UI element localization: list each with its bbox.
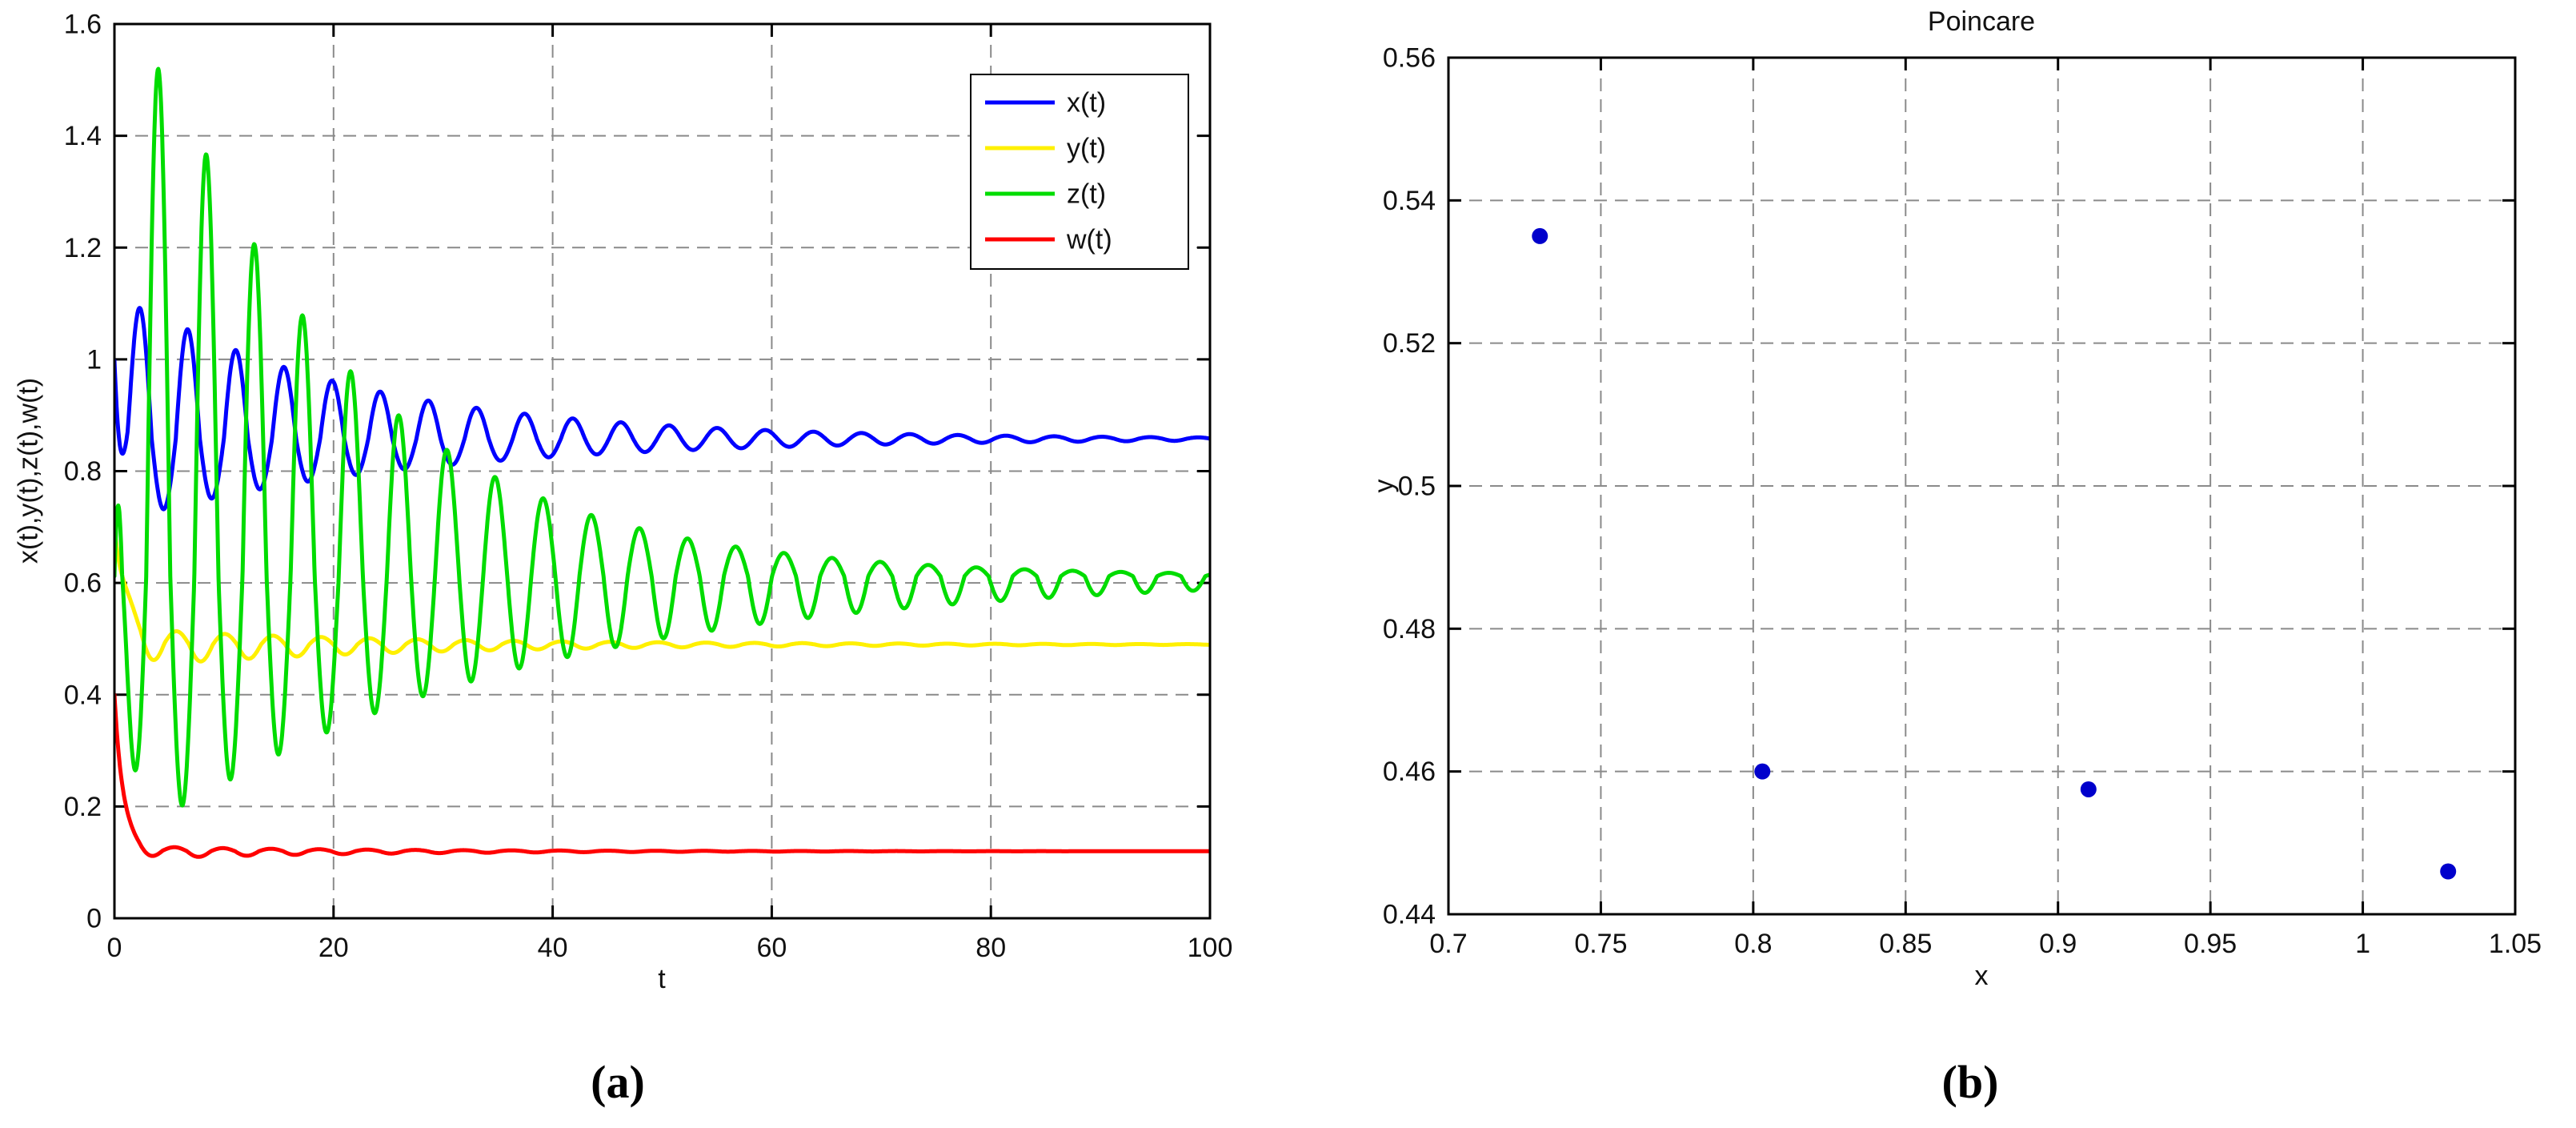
caption-b: (b) xyxy=(1941,1056,1999,1108)
plot-border xyxy=(113,22,1212,920)
series-line-xt xyxy=(114,306,1210,512)
y-tick-label: 0.5 xyxy=(1398,472,1436,502)
caption-a: (a) xyxy=(591,1056,645,1108)
y-tick-label: 0.44 xyxy=(1383,900,1436,930)
series-group xyxy=(114,66,1210,859)
ylabel-panel-b: y xyxy=(1368,479,1400,493)
scatter-point xyxy=(2440,863,2457,880)
series-line-wt xyxy=(114,692,1210,859)
legend-box xyxy=(970,74,1189,270)
x-tick-label: 0.9 xyxy=(2039,929,2077,959)
y-tick-label: 0.54 xyxy=(1383,186,1436,216)
y-tick-label: 0.52 xyxy=(1383,328,1436,359)
x-tick-label: 60 xyxy=(756,933,787,963)
x-tick-label: 1.05 xyxy=(2489,929,2542,959)
legend-entry-label: y(t) xyxy=(1067,134,1106,164)
xlabel-panel-b: x xyxy=(1974,961,1989,991)
legend-entry-label: w(t) xyxy=(1066,225,1112,255)
title-panel-b: Poincare xyxy=(1927,6,2036,37)
scatter-point xyxy=(1754,763,1771,780)
y-tick-label: 0.2 xyxy=(64,792,102,822)
y-tick-label: 0 xyxy=(86,904,102,934)
x-tick-label: 20 xyxy=(318,933,349,963)
x-tick-label: 0.95 xyxy=(2184,929,2237,959)
y-tick-label: 1.4 xyxy=(64,121,102,151)
y-tick-label: 0.8 xyxy=(64,456,102,487)
x-tick-label: 0.75 xyxy=(1574,929,1627,959)
y-tick-label: 0.56 xyxy=(1383,43,1436,74)
y-tick-label: 0.4 xyxy=(64,680,102,710)
x-tick-label: 1 xyxy=(2355,929,2370,959)
y-tick-label: 1.2 xyxy=(64,233,102,263)
x-tick-label: 0.7 xyxy=(1429,929,1467,959)
x-tick-label: 0 xyxy=(107,933,122,963)
series-line-yt xyxy=(114,524,1210,664)
x-tick-label: 40 xyxy=(538,933,568,963)
x-tick-label: 0.8 xyxy=(1734,929,1772,959)
y-tick-label: 0.48 xyxy=(1383,614,1436,644)
y-tick-label: 1.6 xyxy=(64,10,102,40)
y-tick-label: 0.46 xyxy=(1383,757,1436,787)
legend-entry-label: z(t) xyxy=(1067,179,1106,210)
xlabel-panel-a: t xyxy=(658,964,666,994)
y-tick-label: 0.6 xyxy=(64,568,102,599)
x-tick-label: 80 xyxy=(976,933,1006,963)
y-tick-label: 1 xyxy=(86,344,102,375)
scatter-point xyxy=(2080,781,2097,797)
x-tick-label: 100 xyxy=(1188,933,1233,963)
plot-border xyxy=(1447,56,2517,916)
ylabel-panel-a: x(t),y(t),z(t),w(t) xyxy=(13,377,44,564)
scatter-point xyxy=(1532,227,1548,244)
x-tick-label: 0.85 xyxy=(1879,929,1932,959)
legend-entry-label: x(t) xyxy=(1067,88,1106,118)
series-line-zt xyxy=(114,66,1210,808)
